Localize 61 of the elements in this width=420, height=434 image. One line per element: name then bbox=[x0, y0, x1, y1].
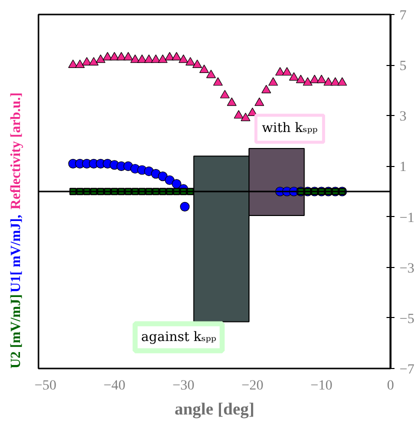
x-tick-label: −50 bbox=[34, 378, 56, 394]
point bbox=[254, 98, 264, 106]
y-tick-label: −1 bbox=[400, 210, 414, 226]
x-tick-label: 0 bbox=[387, 378, 394, 394]
y-tick-label: 5 bbox=[400, 59, 406, 74]
point bbox=[164, 52, 174, 60]
text: U1[ mV/mJ], bbox=[9, 214, 24, 292]
point bbox=[96, 54, 106, 63]
x-tick-label: −30 bbox=[172, 378, 194, 394]
point bbox=[172, 179, 182, 189]
point bbox=[282, 67, 292, 76]
y-tick-label: −7 bbox=[400, 362, 414, 378]
x-tick-label: −20 bbox=[242, 378, 264, 394]
point bbox=[82, 57, 92, 66]
point bbox=[240, 112, 250, 122]
point bbox=[164, 175, 174, 185]
point bbox=[289, 72, 299, 81]
point bbox=[75, 60, 85, 68]
y-tick-label: −5 bbox=[400, 312, 414, 327]
point bbox=[337, 77, 347, 86]
point bbox=[178, 54, 188, 63]
text: Reflectivity [arb.u.] bbox=[9, 92, 24, 210]
y-tick-label: 3 bbox=[400, 110, 406, 125]
annotation: against kₛₚₚ bbox=[141, 330, 216, 345]
point bbox=[206, 70, 216, 78]
point bbox=[226, 98, 237, 106]
point bbox=[172, 52, 182, 60]
x-tick-label: −10 bbox=[310, 378, 332, 394]
point bbox=[151, 54, 161, 63]
x-axis-title: angle [deg] bbox=[174, 400, 254, 418]
point bbox=[234, 110, 244, 119]
point bbox=[102, 52, 112, 60]
point bbox=[220, 90, 230, 98]
point bbox=[192, 60, 202, 68]
point bbox=[186, 57, 196, 66]
point bbox=[213, 77, 223, 86]
y-tick-label: −3 bbox=[400, 261, 414, 276]
point bbox=[123, 52, 134, 60]
point bbox=[110, 52, 120, 60]
point bbox=[180, 202, 190, 212]
point bbox=[116, 52, 126, 60]
point bbox=[296, 74, 306, 84]
point bbox=[144, 54, 154, 63]
point bbox=[302, 77, 312, 86]
point bbox=[158, 54, 168, 63]
annotation: with kₛₚₚ bbox=[262, 121, 318, 136]
y-tick-label: 7 bbox=[400, 8, 406, 24]
point bbox=[261, 84, 272, 94]
point bbox=[158, 172, 168, 182]
point bbox=[275, 67, 285, 76]
y-tick-label: 1 bbox=[400, 160, 406, 176]
point bbox=[88, 57, 99, 66]
point bbox=[137, 54, 147, 63]
point bbox=[68, 60, 78, 68]
point bbox=[248, 108, 258, 116]
text: U2 [mV/mJ] bbox=[9, 294, 24, 368]
point bbox=[316, 74, 326, 84]
x-tick-label: −40 bbox=[103, 378, 126, 394]
point bbox=[199, 64, 209, 74]
point bbox=[130, 54, 140, 63]
point bbox=[268, 77, 278, 86]
